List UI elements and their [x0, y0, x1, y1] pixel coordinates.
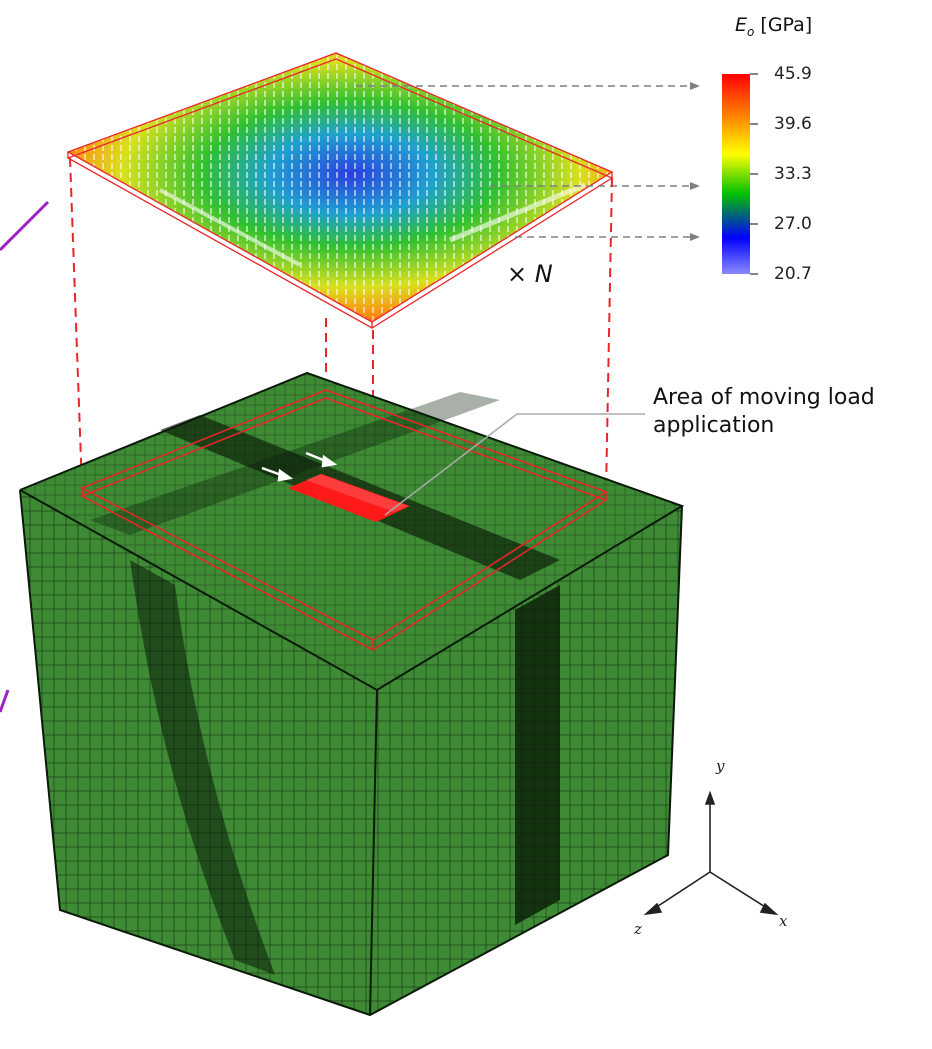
annotation-leader	[384, 413, 645, 516]
colorbar-unit: [GPa]	[760, 14, 813, 36]
purple-fragment-top	[0, 200, 50, 252]
colorbar-tick-label: 33.3	[774, 164, 812, 184]
moving-load-arrows	[261, 451, 338, 482]
multiplier-var: N	[534, 260, 553, 288]
load-area-annotation: Area of moving load application	[653, 384, 875, 440]
colorbar-tick-label: 20.7	[774, 264, 812, 284]
load-area	[288, 474, 410, 522]
annotation-line-2: application	[653, 413, 775, 438]
colorbar	[722, 73, 758, 275]
axis-triad	[643, 790, 779, 916]
material-layer	[66, 52, 614, 329]
annotation-line-1: Area of moving load	[653, 385, 875, 410]
colorbar-subscript: o	[747, 24, 755, 39]
colorbar-tick-label: 39.6	[774, 114, 812, 134]
colorbar-tick-label: 27.0	[774, 214, 812, 234]
purple-fragment-bottom	[0, 689, 10, 713]
leader-arrows	[356, 85, 690, 238]
projection-box	[80, 389, 608, 651]
mesh-cube	[19, 371, 685, 1017]
colorbar-title: Eo [GPa]	[735, 14, 812, 39]
multiplier-label: × N	[507, 260, 553, 288]
axis-label-z: z	[634, 920, 642, 938]
axis-label-y: y	[716, 757, 725, 775]
colorbar-symbol: E	[735, 14, 748, 36]
colorbar-tick-label: 45.9	[774, 64, 812, 84]
axis-label-x: x	[779, 912, 788, 930]
multiplier-symbol: ×	[507, 260, 528, 288]
leader-arrowheads	[690, 82, 700, 241]
